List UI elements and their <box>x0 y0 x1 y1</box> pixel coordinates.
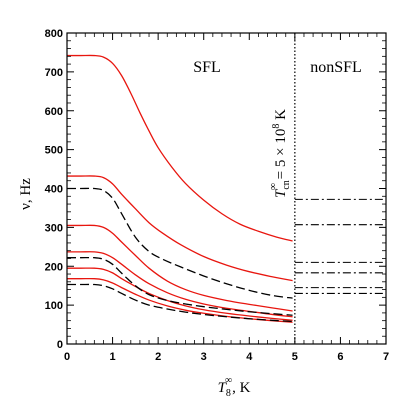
annotation-sup: ∞ <box>268 183 279 190</box>
x-tick-label-4: 4 <box>246 351 253 363</box>
boundary-annotation: Tcn∞ = 5 × 108 K <box>268 109 292 198</box>
x-axis-label: T8 ∞, K <box>218 375 251 399</box>
red-series-group <box>66 54 293 323</box>
region-label-nonsfl: nonSFL <box>310 59 362 76</box>
dashed-series-group <box>66 187 293 323</box>
x-tick-label-6: 6 <box>337 351 343 363</box>
x-tick-label-3: 3 <box>201 351 207 363</box>
plot-area <box>67 33 386 344</box>
ticks-group: 0 1 2 3 4 5 6 7 0 100 200 300 400 500 600 700 800 <box>45 28 389 363</box>
plot-background <box>67 33 386 344</box>
dashed-curve-2 <box>67 256 293 316</box>
x-axis-label-sub: 8 <box>226 388 231 399</box>
region-label-sfl: SFL <box>193 59 221 76</box>
red-curve-5 <box>67 267 293 321</box>
y-tick-label-0: 0 <box>57 339 63 351</box>
dashed-curve-1 <box>67 187 293 299</box>
red-curve-3 <box>67 224 293 312</box>
red-curve-1 <box>67 54 293 242</box>
y-tick-label-300: 300 <box>45 222 63 234</box>
x-tick-label-1: 1 <box>110 351 116 363</box>
annotation-unit: K <box>273 109 289 124</box>
y-tick-label-500: 500 <box>45 145 63 157</box>
annotation-main: T <box>273 188 289 198</box>
x-tick-label-2: 2 <box>155 351 161 363</box>
x-axis-label-main: T <box>218 380 228 396</box>
y-tick-label-200: 200 <box>45 261 63 273</box>
x-tick-label-5: 5 <box>292 351 298 363</box>
y-tick-label-400: 400 <box>45 184 63 196</box>
y-tick-label-800: 800 <box>45 28 63 40</box>
x-tick-label-7: 7 <box>383 351 389 363</box>
x-tick-label-0: 0 <box>64 351 70 363</box>
y-axis-label: ν, Hz <box>18 178 34 210</box>
red-curve-6 <box>67 277 293 323</box>
y-tick-label-600: 600 <box>45 106 63 118</box>
annotation-exp: 8 <box>271 124 282 129</box>
red-curve-2 <box>67 175 293 282</box>
annotation-sub: cn <box>281 180 292 189</box>
nonsfl-levels-group <box>294 198 386 295</box>
y-tick-label-700: 700 <box>45 67 63 79</box>
x-axis-label-unit: , K <box>232 380 251 396</box>
dashed-curve-3 <box>66 283 293 323</box>
y-tick-label-100: 100 <box>45 300 63 312</box>
x-axis-label-sup: ∞ <box>225 375 232 386</box>
annotation-rest: = 5 × 10 <box>273 129 289 183</box>
